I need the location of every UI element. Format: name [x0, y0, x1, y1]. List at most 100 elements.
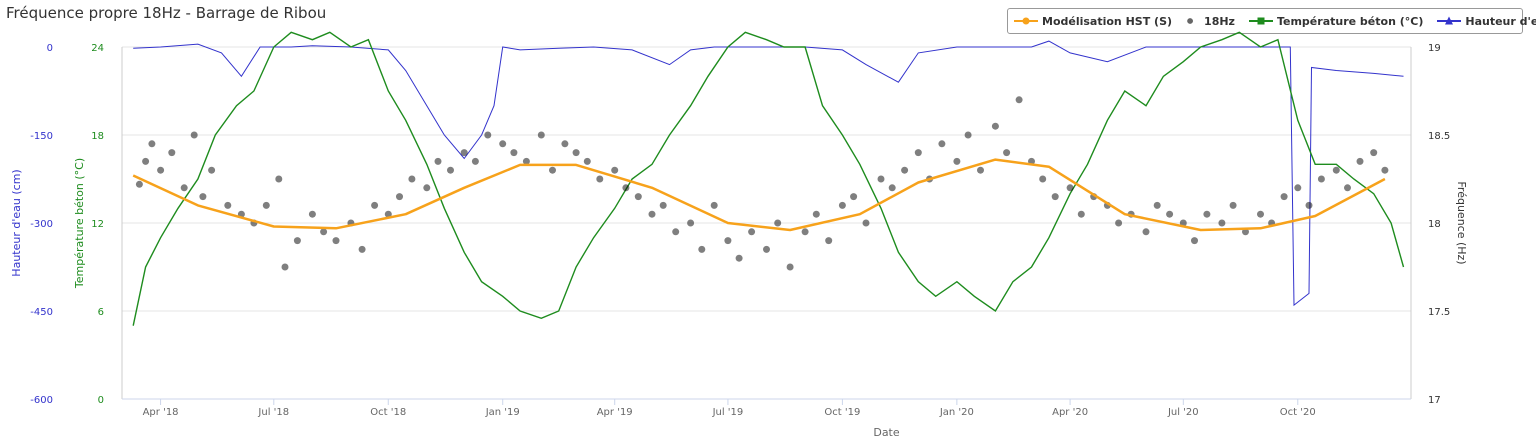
scatter-point-18hz [735, 254, 743, 262]
scatter-point-18hz [460, 149, 468, 157]
scatter-point-18hz [953, 157, 961, 165]
legend-label-temperature: Température béton (°C) [1276, 14, 1424, 28]
scatter-point-18hz [308, 210, 316, 218]
scatter-point-18hz [1003, 149, 1011, 157]
scatter-point-18hz [901, 166, 909, 174]
scatter-point-18hz [596, 175, 604, 183]
scatter-point-18hz [1280, 193, 1288, 201]
scatter-point-18hz [135, 180, 143, 188]
y-tick-temperature: 24 [91, 43, 104, 54]
legend-triangle-marker-icon [1437, 16, 1462, 25]
scatter-point-18hz [1015, 96, 1023, 104]
series-line-temperature [132, 31, 1405, 326]
scatter-point-18hz [199, 193, 207, 201]
scatter-point-18hz [148, 140, 156, 148]
scatter-point-18hz [938, 140, 946, 148]
scatter-point-18hz [447, 166, 454, 174]
y-tick-frequency: 19 [1428, 43, 1441, 54]
scatter-point-18hz [561, 140, 569, 148]
scatter-point-18hz [384, 210, 392, 218]
y-tick-temperature: 0 [98, 395, 104, 406]
scatter-point-18hz [774, 219, 782, 227]
legend-item-water-level[interactable]: Hauteur d'eau (cm) [1437, 15, 1536, 28]
legend-item-18hz[interactable]: 18Hz [1186, 15, 1235, 28]
scatter-point-18hz [396, 193, 403, 201]
scatter-point-18hz [168, 149, 176, 157]
scatter-point-18hz [748, 228, 756, 236]
legend-item-temperature[interactable]: Température béton (°C) [1248, 14, 1424, 28]
scatter-point-18hz [281, 263, 289, 271]
scatter-point-18hz [611, 166, 619, 174]
scatter-point-18hz [1077, 210, 1085, 218]
y-tick-frequency: 17 [1428, 395, 1441, 406]
y-axis-title-frequency: Fréquence (Hz) [1455, 181, 1468, 264]
scatter-point-18hz [572, 149, 580, 157]
scatter-point-18hz [224, 201, 232, 209]
scatter-point-18hz [484, 131, 492, 139]
scatter-point-18hz [838, 201, 846, 209]
scatter-point-18hz [1142, 228, 1150, 236]
scatter-point-18hz [434, 157, 442, 165]
legend-label-18hz: 18Hz [1204, 14, 1235, 28]
scatter-point-18hz [763, 245, 770, 253]
scatter-point-18hz [1229, 201, 1237, 209]
x-tick-label: Jul '18 [257, 407, 289, 418]
scatter-point-18hz [499, 140, 507, 148]
y-axis-title-water: Hauteur d'eau (cm) [10, 169, 23, 276]
scatter-point-18hz [1257, 210, 1264, 218]
x-axis-title: Date [873, 426, 900, 439]
scatter-point-18hz [1218, 219, 1226, 227]
scatter-point-18hz [549, 166, 556, 174]
y-axis-title-temperature: Température béton (°C) [73, 158, 86, 289]
scatter-point-18hz [1191, 237, 1198, 245]
scatter-point-18hz [157, 166, 165, 174]
legend-label-hst: Modélisation HST (S) [1042, 14, 1173, 28]
x-tick-label: Jan '19 [485, 407, 520, 418]
scatter-point-18hz [358, 245, 366, 253]
scatter-point-18hz [812, 210, 820, 218]
scatter-point-18hz [190, 131, 198, 139]
y-tick-temperature: 12 [91, 219, 104, 230]
scatter-point-18hz [293, 237, 301, 245]
scatter-point-18hz [332, 237, 340, 245]
y-tick-water: -300 [30, 219, 53, 230]
scatter-point-18hz [1039, 175, 1047, 183]
scatter-point-18hz [1381, 166, 1389, 174]
scatter-point-18hz [423, 184, 431, 192]
chart-legend: Modélisation HST (S) 18Hz Température bé… [1007, 8, 1536, 34]
scatter-point-18hz [687, 219, 695, 227]
scatter-point-18hz [262, 201, 270, 209]
legend-line-marker-icon [1014, 17, 1038, 25]
chart-title: Fréquence propre 18Hz - Barrage de Ribou [6, 4, 327, 22]
scatter-point-18hz [977, 166, 984, 174]
scatter-point-18hz [850, 193, 858, 201]
y-tick-water: -450 [30, 307, 53, 318]
scatter-point-18hz [801, 228, 809, 236]
scatter-point-18hz [371, 201, 379, 209]
y-tick-water: -600 [30, 395, 53, 406]
scatter-point-18hz [622, 184, 630, 192]
scatter-point-18hz [710, 201, 718, 209]
scatter-point-18hz [208, 166, 216, 174]
scatter-point-18hz [1356, 157, 1364, 165]
x-tick-label: Jan '20 [939, 407, 974, 418]
x-tick-label: Jul '20 [1167, 407, 1199, 418]
scatter-point-18hz [180, 184, 188, 192]
legend-item-hst[interactable]: Modélisation HST (S) [1014, 15, 1172, 28]
scatter-point-18hz [537, 131, 545, 139]
legend-square-marker-icon [1248, 17, 1273, 25]
series-line-hst-model [132, 158, 1386, 232]
scatter-point-18hz [888, 184, 896, 192]
scatter-point-18hz [142, 157, 150, 165]
scatter-point-18hz [510, 149, 518, 157]
y-tick-water: -150 [30, 131, 53, 142]
legend-label-water-level: Hauteur d'eau (cm) [1465, 14, 1536, 28]
scatter-point-18hz [877, 175, 885, 183]
scatter-point-18hz [1153, 201, 1161, 209]
scatter-point-18hz [1066, 184, 1074, 192]
scatter-point-18hz [659, 201, 667, 209]
scatter-point-18hz [1344, 184, 1351, 192]
y-tick-frequency: 17.5 [1428, 307, 1450, 318]
scatter-point-18hz [1242, 228, 1249, 236]
